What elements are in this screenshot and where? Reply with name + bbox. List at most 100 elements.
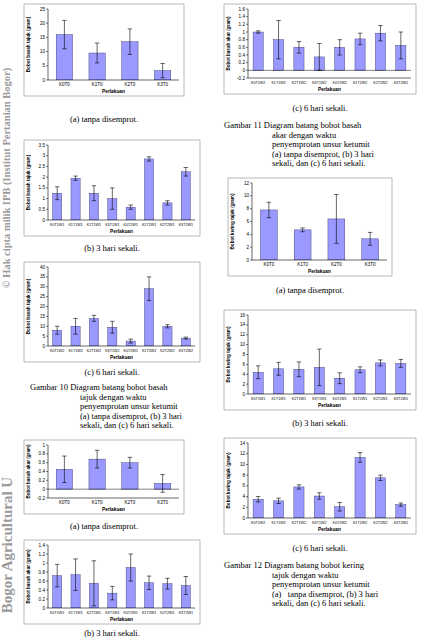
page: 0510152025K0T0K1T0K2T0K3T0PerlakuanBobot… [0,0,426,640]
error-line [97,450,98,468]
error-bar [95,450,99,468]
error-bar [55,187,59,200]
error-cap [358,44,362,45]
y-tick-label: 6 [246,219,249,224]
y-tick-label: 0.2 [39,478,46,483]
error-cap [147,576,151,577]
figure-caption: sekali, dan (c) 6 hari sekali. [80,420,174,430]
bar [355,370,365,394]
figure-caption: penyemprotan unsur ketumit [80,401,178,411]
error-cap [256,378,260,379]
error-cap [165,200,169,201]
x-axis [248,394,411,395]
bar [396,505,406,518]
y-tick-label: 0 [42,606,45,611]
x-tick-label: K3T1W1 [105,223,119,227]
x-tick-label: K3T2W1 [179,223,193,227]
zero-line [248,70,411,71]
x-tick-label: K3T0 [157,500,168,505]
error-cap [147,156,151,157]
error-bar [147,576,151,590]
chart: 00.511.522.533.5K0T1W1K1T1W1K2T1W1K3T1W1… [24,140,200,236]
x-tick-label: K1T1W2 [271,81,285,85]
x-tick-label: K3T1W2 [312,521,326,525]
x-axis [248,518,411,519]
error-bar [378,25,382,40]
y-tick-label: 5 [42,63,45,68]
error-cap [297,361,301,362]
bar [260,210,277,260]
error-cap [128,343,132,344]
x-tick-label: K3T2W1 [394,397,408,401]
error-bar [92,186,96,201]
error-bar [297,42,301,54]
x-tick-label: K0T1W2 [50,349,64,353]
error-cap [184,337,188,338]
error-cap [276,58,280,59]
x-tick-label: K0T1W1 [50,611,64,615]
error-cap [160,77,164,78]
error-cap [378,365,382,366]
zero-line [48,489,179,490]
marks [53,554,191,608]
x-tick-label: K1T0 [92,82,103,87]
error-cap [276,498,280,499]
error-cap [184,167,188,168]
figure-caption: Gambar 12 Diagram batang bobot kering [224,560,365,570]
x-tick-label: K3T2W1 [179,611,193,615]
bar [253,32,263,70]
error-cap [317,499,321,500]
error-cap [399,506,403,507]
y-axis-label: Bobot basah tajuk (gram) [26,16,31,72]
error-bar [73,176,77,180]
error-bar [399,359,403,367]
figure-caption: penyemprotan unsur ketumit [272,139,370,149]
error-line [57,187,58,200]
error-cap [128,467,132,468]
error-cap [92,185,96,186]
error-cap [267,217,271,218]
error-bar [92,315,96,321]
x-tick-label: K3T1W2 [105,349,119,353]
y-axis-label: Bobot basah tajuk (gram) [26,278,31,334]
error-cap [110,599,114,600]
y-tick-label: 0 [242,516,245,521]
error-bar [160,64,164,78]
marks [53,157,191,220]
bar [294,487,304,518]
y-tick-label: 0.8 [39,451,46,456]
marks [56,20,171,80]
figure-caption: (a) tanpa disemprot, (b) 3 hari [272,149,375,159]
y-tick-label: 0.4 [239,53,246,58]
y-tick-label: 2.5 [39,164,46,169]
watermark: © Hak cipta milik IPB (Institut Pertania… [1,67,13,288]
x-tick-label: K0T1W1 [251,397,265,401]
x-tick-label: K2T1W2 [292,81,306,85]
figure-caption: akar dengan waktu [272,130,337,140]
x-tick-label: K1T2W1 [142,611,156,615]
x-axis-label: Perlakuan [102,507,125,512]
y-tick-label: 0 [42,344,45,349]
bar [181,172,190,220]
y-tick-label: 0.2 [239,60,246,65]
chart-frame [24,540,200,624]
error-cap [276,20,280,21]
error-cap [55,186,59,187]
y-axis-label: Bobot basah akar (gram) [26,444,31,499]
figure-caption: tajuk dengan waktu [80,392,147,402]
y-tick-label: 1.2 [239,22,246,27]
error-cap [165,589,169,590]
error-cap [160,474,164,475]
x-axis-label: Perlakuan [110,355,133,360]
error-bar [95,43,99,63]
chart-frame [224,438,416,534]
error-bar [184,168,188,177]
error-line [360,33,361,45]
error-cap [147,161,151,162]
error-line [268,202,269,217]
error-cap [62,20,66,21]
error-cap [73,590,77,591]
bar [375,363,385,394]
error-line [360,453,361,463]
x-axis-label: Perlakuan [308,269,331,274]
